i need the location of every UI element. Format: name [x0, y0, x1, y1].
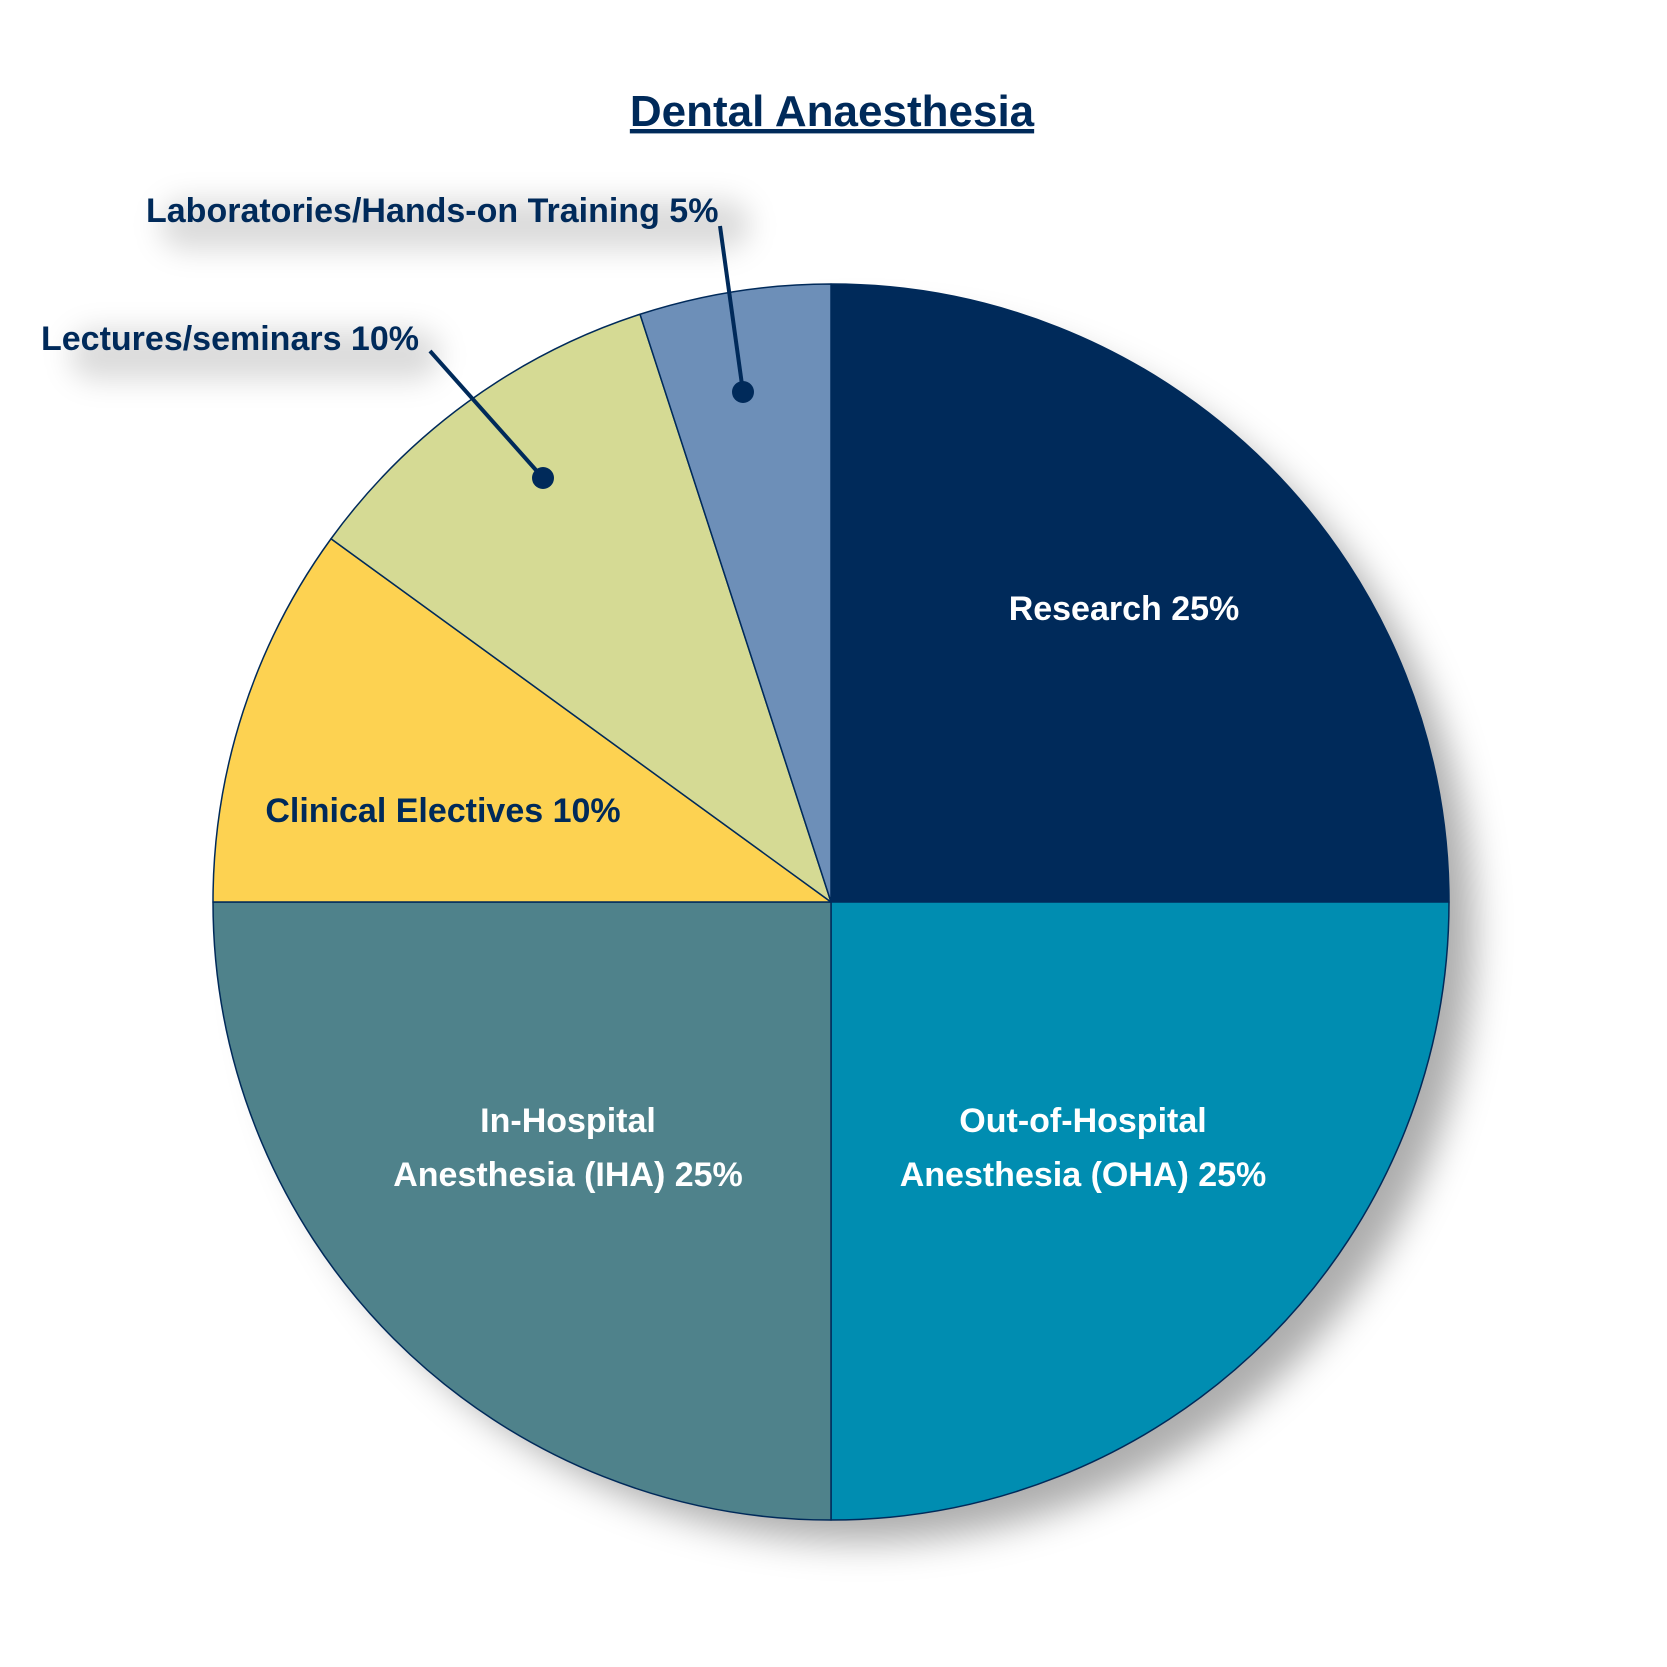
- slice-label-research: Research 25%: [1009, 590, 1240, 628]
- label-drop-shadow: [160, 200, 750, 250]
- callout-line-lectures: [428, 349, 545, 480]
- pie-slice-in-hospital: [212, 901, 832, 1521]
- slice-label-laboratories: Laboratories/Hands-on Training 5%: [146, 192, 718, 230]
- label-drop-shadow: [70, 330, 440, 380]
- chart-title: Dental Anaesthesia: [630, 87, 1035, 136]
- pie-slice-laboratories: [639, 283, 832, 903]
- pie-slice-lectures: [330, 313, 832, 903]
- callout-line-laboratories: [718, 225, 745, 393]
- slice-label-line: Research 25%: [1009, 590, 1240, 628]
- slice-label-line: In-Hospital: [480, 1102, 656, 1140]
- callouts: [428, 225, 754, 489]
- pie-slice-clinical-electives: [212, 538, 832, 903]
- slice-label-clinical-electives: Clinical Electives 10%: [265, 792, 620, 830]
- callout-dot-lectures: [532, 467, 554, 489]
- slice-label-line: Lectures/seminars 10%: [41, 320, 419, 358]
- slice-label-line: Anesthesia (IHA) 25%: [393, 1156, 743, 1194]
- pie-slice-out-of-hospital: [830, 901, 1450, 1521]
- slice-label-lectures: Lectures/seminars 10%: [41, 320, 419, 358]
- slice-labels: Research 25% Out-of-Hospital Anesthesia (O…: [41, 192, 1266, 1194]
- slice-label-line: Clinical Electives 10%: [265, 792, 620, 830]
- slice-label-out-of-hospital: Out-of-Hospital Anesthesia (OHA) 25%: [900, 1102, 1267, 1194]
- slice-label-in-hospital: In-Hospital Anesthesia (IHA) 25%: [393, 1102, 743, 1194]
- pie-slice-research: [830, 283, 1450, 903]
- callout-dot-laboratories: [732, 381, 754, 403]
- slice-label-line: Out-of-Hospital: [959, 1102, 1206, 1140]
- slice-label-line: Laboratories/Hands-on Training 5%: [146, 192, 718, 230]
- slice-label-line: Anesthesia (OHA) 25%: [900, 1156, 1267, 1194]
- pie-slices: [212, 283, 1450, 1521]
